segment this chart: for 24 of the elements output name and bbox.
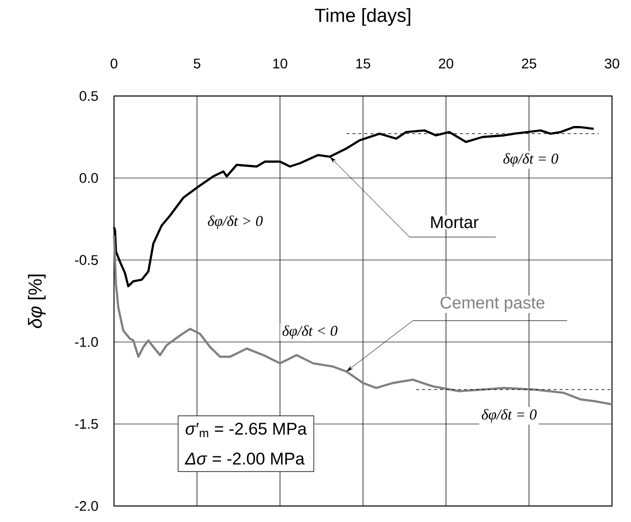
y-tick-label: -0.5 (75, 255, 98, 265)
text: Cement paste (440, 296, 544, 312)
x-tick-label: 15 (356, 58, 370, 68)
y-tick-label: -2.0 (75, 501, 98, 511)
annotation: Δσ = -2.00 MPa (184, 452, 305, 465)
x-tick-label: 25 (522, 58, 536, 68)
annotation: δφ/δt = 0 (503, 153, 558, 167)
y-tick-label: -1.5 (75, 419, 98, 429)
annotation: δφ/δt < 0 (282, 325, 338, 339)
annotation: δφ/δt > 0 (208, 215, 263, 230)
y-tick-label: 0.5 (80, 91, 98, 101)
x-axis-title: Time [days] (314, 8, 410, 26)
text: Mortar (431, 216, 478, 228)
y-tick-label: -1.0 (75, 337, 98, 347)
x-tick-label: 30 (604, 58, 620, 68)
x-tick-label: 20 (438, 58, 454, 68)
x-tick-label: 0 (110, 58, 118, 68)
annotation: σ′$_{m}$ = -2.65 MPa (186, 422, 307, 438)
x-tick-label: 10 (273, 58, 288, 68)
y-tick-label: 0.0 (80, 173, 98, 183)
x-tick-label: 5 (194, 58, 200, 68)
y-axis-title: δφ [%] (28, 274, 46, 328)
annotation: δφ/δt = 0 (482, 408, 537, 423)
line-series (112, 234, 614, 406)
